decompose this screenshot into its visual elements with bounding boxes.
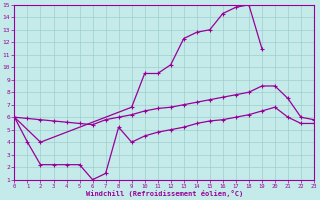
X-axis label: Windchill (Refroidissement éolien,°C): Windchill (Refroidissement éolien,°C) <box>85 190 243 197</box>
